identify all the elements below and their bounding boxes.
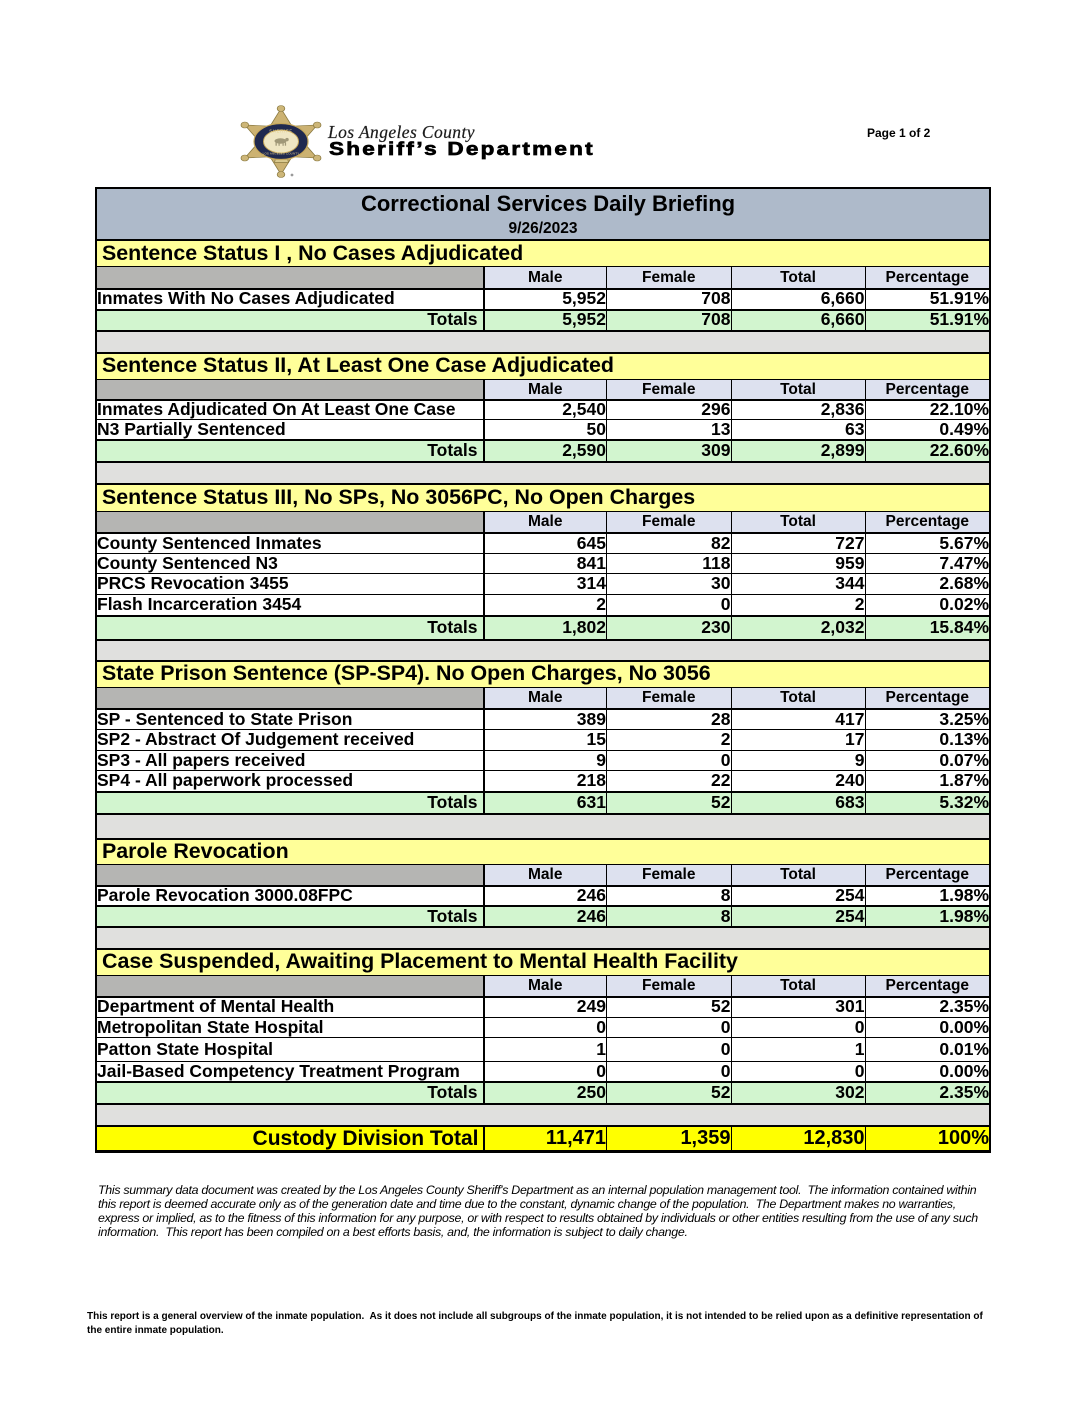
svg-text:SHERIFF: SHERIFF <box>269 128 293 133</box>
svg-text:LOS ANGELES COUNTY: LOS ANGELES COUNTY <box>263 151 300 155</box>
